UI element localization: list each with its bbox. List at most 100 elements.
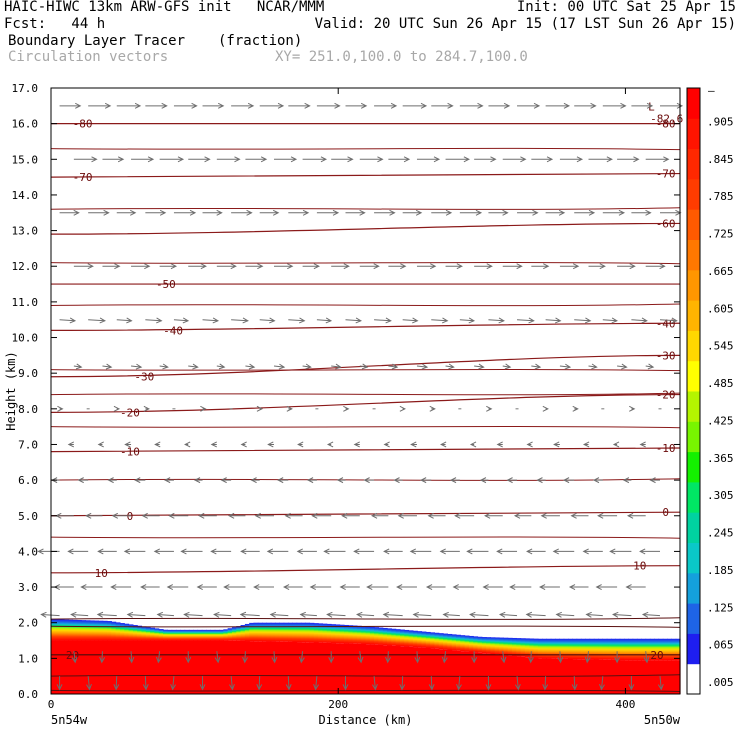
wind-vector [645,156,670,163]
tracer-core-column [348,643,354,694]
tracer-core-column [313,642,319,694]
tracer-core-column [59,640,65,694]
wind-vector [242,651,248,664]
x-tick-label: 400 [615,698,635,711]
wind-vector [59,209,80,216]
tracer-column [89,620,95,641]
wind-vector [86,676,92,691]
tracer-column [615,638,621,660]
wind-vector [602,317,618,324]
tracer-column [348,625,354,644]
wind-vector [445,156,470,163]
tracer-column [477,636,483,653]
tracer-column [270,622,276,642]
wind-vector [134,477,146,484]
tracer-core-column [115,640,121,694]
wind-vector [184,441,191,448]
contour-label: -10 [120,446,140,459]
wind-vector [173,209,197,216]
tracer-core-column [658,660,664,694]
tracer-core-column [430,648,436,694]
tracer-column [524,638,530,658]
wind-vector [141,512,160,519]
min-marker-letter: L [648,101,655,114]
wind-vector [353,441,360,448]
tracer-core-column [326,642,332,694]
wind-vector [425,584,446,591]
wind-vector [592,477,603,484]
tracer-core-column [51,640,56,694]
contour-label: -40 [163,324,183,337]
wind-vector [502,156,527,163]
tracer-core-column [145,640,151,694]
wind-vector [517,209,539,216]
wind-vector [374,209,396,216]
y-tick-label: 15.0 [12,153,39,166]
tracer-column [292,622,298,642]
tracer-core-column [675,660,681,694]
tracer-core-column [180,640,186,694]
wind-vector [374,317,392,324]
wind-vector [456,676,462,691]
tracer-column [636,638,642,661]
wind-vector [431,209,453,216]
wind-vector [159,363,169,370]
tracer-column [464,635,470,652]
overlay-name: Circulation vectors [8,49,169,65]
wind-vector [514,676,521,691]
wind-vector [617,363,628,370]
wind-vector [185,651,192,664]
tracer-column [473,636,479,653]
wind-vector [622,477,632,484]
tracer-core-column [322,642,328,694]
wind-vector [259,102,285,109]
y-tick-label: 8.0 [18,403,38,416]
wind-vector [385,651,391,664]
wind-vector [131,156,155,163]
y-tick-label: 7.0 [18,438,38,451]
tracer-column [555,638,560,659]
wind-vector [612,611,632,618]
tracer-column [606,638,612,660]
tracer-column [296,622,302,643]
tracer-core-column [287,641,293,694]
wind-vector [166,584,189,591]
wind-vector [202,317,220,324]
tracer-column [322,623,328,643]
tracer-core-column [365,644,371,694]
tracer-core-column [667,660,672,694]
tracer-core-column [270,641,276,694]
wind-vector [59,317,77,324]
wind-vector [416,263,437,270]
wind-vector [469,441,477,448]
wind-vector [128,651,135,664]
wind-vector [484,512,503,519]
tracer-core-column [434,648,440,694]
tracer-column [516,638,522,657]
tracer-column [227,628,233,641]
wind-vector [531,156,554,163]
wind-vector [459,317,476,324]
wind-vector [363,477,375,484]
x-axis-label: Distance (km) [319,713,413,727]
tracer-column [352,625,358,644]
tracer-column [124,623,130,641]
wind-vector [73,156,98,163]
wind-vector [617,263,636,270]
wind-vector [88,102,112,109]
wind-vector [659,209,682,216]
wind-vector [170,676,177,691]
wind-vector [40,611,60,618]
tracer-column [490,637,496,655]
wind-vector [316,102,341,109]
tracer-column [602,638,608,660]
tracer-column [632,638,638,661]
tracer-core-column [68,640,74,694]
y-tick-label: 6.0 [18,474,38,487]
tracer-column [507,637,513,656]
tracer-column [59,619,65,641]
tracer-core-column [275,641,280,694]
wind-vector [67,441,75,448]
wind-vector [311,512,332,519]
wind-vector [526,548,546,555]
